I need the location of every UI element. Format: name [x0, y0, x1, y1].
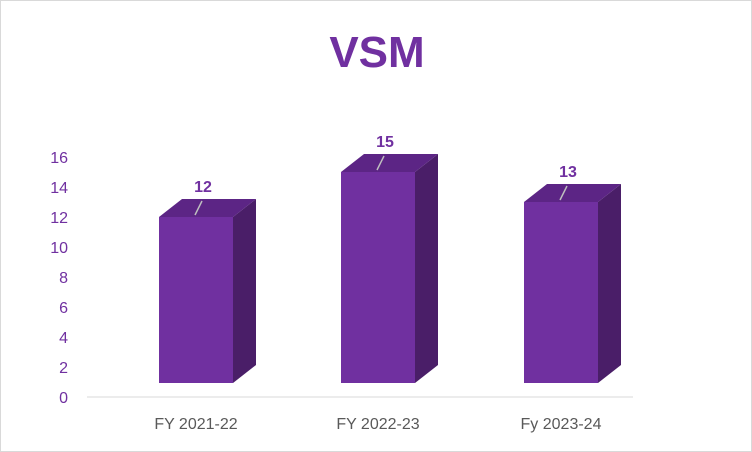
- y-tick-label: 2: [59, 360, 68, 377]
- bar-front: [159, 217, 233, 383]
- data-labels: 12 15 13: [194, 134, 577, 216]
- data-label-leader: [376, 155, 385, 171]
- data-label-leader: [194, 200, 203, 216]
- bar-front: [341, 172, 415, 383]
- bar: [159, 199, 256, 383]
- bar-top: [159, 199, 256, 217]
- bar-front: [524, 202, 598, 383]
- bar-side: [233, 199, 256, 383]
- y-tick-label: 10: [50, 240, 68, 257]
- y-tick-label: 12: [50, 210, 68, 227]
- bar-series: [159, 154, 621, 383]
- y-tick-label: 8: [59, 270, 68, 287]
- bar-side: [598, 184, 621, 383]
- x-tick-label: FY 2021-22: [154, 416, 237, 433]
- y-tick-label: 14: [50, 180, 68, 197]
- bar-top: [524, 184, 621, 202]
- bar: [524, 184, 621, 383]
- y-tick-label: 6: [59, 300, 68, 317]
- x-tick-label: Fy 2023-24: [521, 416, 602, 433]
- bar: [341, 154, 438, 383]
- data-label-leader: [559, 185, 568, 201]
- data-label: 12: [194, 179, 212, 196]
- y-tick-label: 16: [50, 150, 68, 167]
- x-axis: FY 2021-22 FY 2022-23 Fy 2023-24: [87, 396, 633, 433]
- x-tick-label: FY 2022-23: [336, 416, 419, 433]
- bar-side: [415, 154, 438, 383]
- data-label: 13: [559, 164, 577, 181]
- y-tick-label: 4: [59, 330, 68, 347]
- chart-title: VSM: [329, 28, 424, 77]
- y-tick-label: 0: [59, 390, 68, 407]
- y-axis: 0 2 4 6 8 10 12 14 16: [50, 150, 68, 407]
- bar-top: [341, 154, 438, 172]
- data-label: 15: [376, 134, 394, 151]
